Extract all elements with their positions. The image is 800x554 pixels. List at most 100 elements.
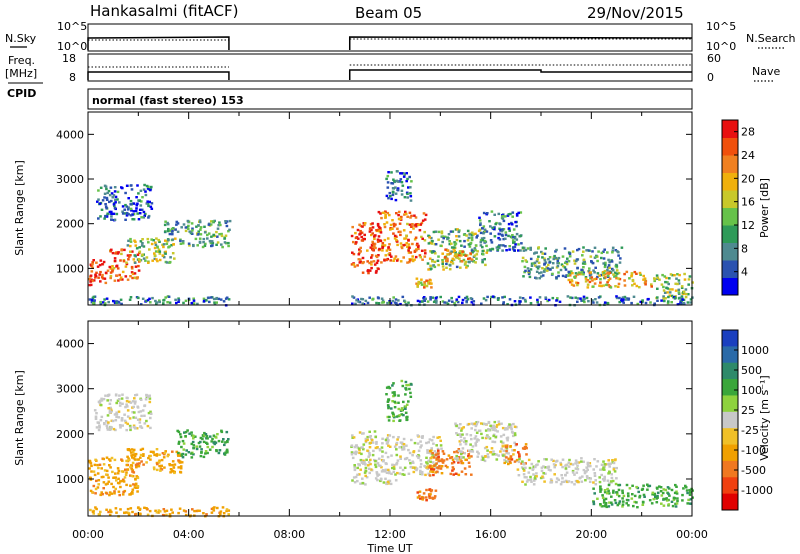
power-cell bbox=[476, 250, 479, 253]
power-cell bbox=[668, 288, 672, 291]
velocity-cell bbox=[93, 473, 97, 477]
power-cell bbox=[405, 242, 409, 245]
velocity-cell bbox=[524, 483, 527, 486]
velocity-cell bbox=[154, 509, 157, 512]
power-cell bbox=[377, 228, 380, 231]
power-cell bbox=[502, 219, 506, 223]
velocity-cell bbox=[585, 470, 588, 473]
velocity-cell bbox=[547, 468, 551, 471]
power-cell bbox=[217, 224, 220, 227]
power-colorbar-swatch bbox=[722, 172, 738, 191]
power-cell bbox=[153, 252, 156, 255]
power-cell bbox=[102, 260, 106, 264]
power-cell bbox=[556, 297, 559, 300]
velocity-cell bbox=[227, 438, 230, 441]
power-cell bbox=[597, 296, 601, 299]
power-cell bbox=[357, 300, 360, 303]
velocity-cell bbox=[125, 459, 128, 463]
velocity-cell bbox=[146, 513, 150, 516]
velocity-cell bbox=[199, 436, 203, 440]
velocity-cell bbox=[91, 491, 94, 494]
velocity-cell bbox=[114, 419, 118, 422]
power-cell bbox=[147, 241, 150, 244]
velocity-cell bbox=[138, 507, 142, 511]
power-cell bbox=[671, 274, 674, 277]
power-cell bbox=[363, 233, 366, 237]
power-cell bbox=[187, 224, 190, 228]
velocity-cell bbox=[134, 513, 137, 516]
power-cell bbox=[498, 227, 501, 230]
velocity-cell bbox=[128, 493, 131, 496]
velocity-cell bbox=[410, 383, 413, 386]
velocity-cell bbox=[485, 435, 489, 438]
velocity-cell bbox=[364, 483, 367, 486]
power-cell bbox=[375, 269, 378, 273]
power-cell bbox=[132, 213, 136, 216]
power-cell bbox=[141, 297, 145, 300]
power-cell bbox=[512, 246, 515, 249]
power-cell bbox=[359, 258, 362, 261]
velocity-cell bbox=[136, 490, 139, 493]
power-cell bbox=[125, 205, 129, 208]
velocity-cell bbox=[388, 415, 391, 419]
power-cell bbox=[618, 296, 621, 300]
power-cell bbox=[518, 302, 521, 305]
power-cell bbox=[523, 265, 527, 269]
velocity-cell bbox=[567, 461, 571, 464]
power-cell bbox=[504, 215, 507, 218]
velocity-cell bbox=[216, 506, 219, 510]
power-cell bbox=[527, 272, 531, 276]
power-cell bbox=[109, 250, 112, 253]
power-cell bbox=[96, 265, 100, 268]
velocity-cell bbox=[131, 510, 134, 514]
power-cell bbox=[124, 203, 127, 207]
power-cell bbox=[583, 260, 586, 264]
velocity-cell bbox=[380, 446, 384, 449]
velocity-cell bbox=[368, 451, 371, 455]
velocity-cell bbox=[437, 457, 440, 460]
velocity-cell bbox=[675, 485, 678, 488]
velocity-cell bbox=[522, 467, 525, 470]
power-cell bbox=[104, 203, 107, 206]
power-cell bbox=[175, 220, 179, 224]
velocity-cell bbox=[136, 485, 140, 488]
velocity-cell bbox=[405, 403, 409, 406]
power-cell bbox=[467, 257, 470, 260]
velocity-cell bbox=[415, 454, 419, 458]
power-cell bbox=[113, 206, 117, 210]
velocity-cell bbox=[543, 458, 546, 461]
velocity-cell bbox=[93, 409, 97, 412]
power-cell bbox=[602, 250, 605, 253]
power-cell bbox=[415, 277, 419, 280]
power-cell bbox=[427, 234, 430, 237]
power-cell bbox=[606, 301, 609, 305]
power-cell bbox=[598, 284, 601, 287]
power-cell bbox=[227, 298, 231, 301]
velocity-cell bbox=[456, 433, 460, 436]
power-cell bbox=[447, 253, 451, 256]
power-cell bbox=[674, 282, 677, 285]
velocity-cell bbox=[484, 423, 488, 426]
power-cell bbox=[473, 247, 477, 250]
power-cell bbox=[508, 248, 511, 251]
power-cell bbox=[415, 249, 418, 252]
power-cell bbox=[455, 238, 459, 242]
power-cell bbox=[407, 251, 411, 254]
velocity-cell bbox=[404, 393, 407, 396]
power-cell bbox=[555, 266, 559, 269]
velocity-cell bbox=[610, 476, 614, 480]
power-cell bbox=[465, 295, 469, 299]
power-cell bbox=[666, 281, 669, 284]
power-cell bbox=[190, 301, 194, 305]
power-cell bbox=[616, 250, 619, 253]
velocity-cell bbox=[350, 453, 354, 456]
velocity-cell bbox=[158, 464, 161, 468]
velocity-cell bbox=[527, 458, 531, 462]
power-cell bbox=[131, 213, 134, 216]
power-cell bbox=[184, 226, 188, 229]
power-cell bbox=[584, 276, 588, 279]
velocity-cell bbox=[449, 456, 452, 460]
velocity-cell bbox=[404, 407, 407, 410]
power-cell bbox=[443, 301, 446, 304]
power-cell bbox=[421, 237, 424, 240]
